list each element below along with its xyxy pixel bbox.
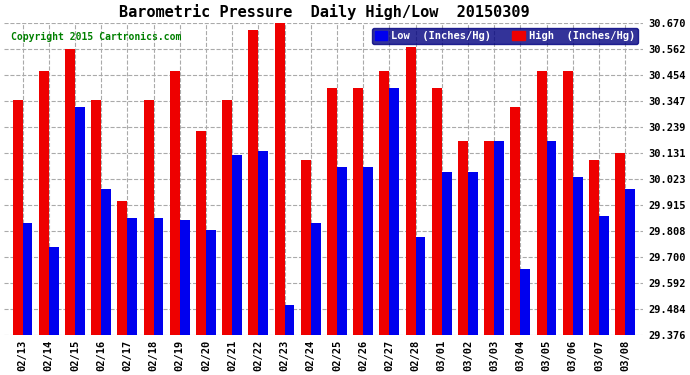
- Bar: [353, 88, 363, 335]
- Bar: [91, 100, 101, 335]
- Bar: [615, 153, 625, 335]
- Bar: [537, 71, 546, 335]
- Bar: [589, 160, 599, 335]
- Bar: [275, 23, 284, 335]
- Bar: [327, 88, 337, 335]
- Bar: [144, 100, 153, 335]
- Bar: [494, 141, 504, 335]
- Bar: [128, 218, 137, 335]
- Bar: [301, 160, 310, 335]
- Bar: [65, 49, 75, 335]
- Bar: [196, 131, 206, 335]
- Bar: [625, 189, 635, 335]
- Bar: [222, 100, 232, 335]
- Legend: Low  (Inches/Hg), High  (Inches/Hg): Low (Inches/Hg), High (Inches/Hg): [372, 28, 638, 44]
- Bar: [363, 167, 373, 335]
- Bar: [511, 107, 520, 335]
- Bar: [380, 71, 389, 335]
- Bar: [563, 71, 573, 335]
- Bar: [232, 155, 242, 335]
- Bar: [546, 141, 556, 335]
- Bar: [406, 47, 415, 335]
- Bar: [484, 141, 494, 335]
- Bar: [170, 71, 179, 335]
- Bar: [310, 223, 321, 335]
- Bar: [284, 305, 295, 335]
- Bar: [206, 230, 216, 335]
- Bar: [458, 141, 468, 335]
- Bar: [599, 216, 609, 335]
- Bar: [258, 150, 268, 335]
- Bar: [75, 107, 85, 335]
- Bar: [12, 100, 23, 335]
- Text: Copyright 2015 Cartronics.com: Copyright 2015 Cartronics.com: [10, 32, 181, 42]
- Bar: [248, 30, 258, 335]
- Bar: [117, 201, 128, 335]
- Bar: [442, 172, 452, 335]
- Bar: [179, 220, 190, 335]
- Bar: [23, 223, 32, 335]
- Bar: [337, 167, 347, 335]
- Bar: [39, 71, 49, 335]
- Bar: [415, 237, 426, 335]
- Bar: [468, 172, 478, 335]
- Bar: [432, 88, 442, 335]
- Title: Barometric Pressure  Daily High/Low  20150309: Barometric Pressure Daily High/Low 20150…: [119, 4, 529, 20]
- Bar: [389, 88, 400, 335]
- Bar: [573, 177, 582, 335]
- Bar: [49, 247, 59, 335]
- Bar: [520, 268, 531, 335]
- Bar: [153, 218, 164, 335]
- Bar: [101, 189, 111, 335]
